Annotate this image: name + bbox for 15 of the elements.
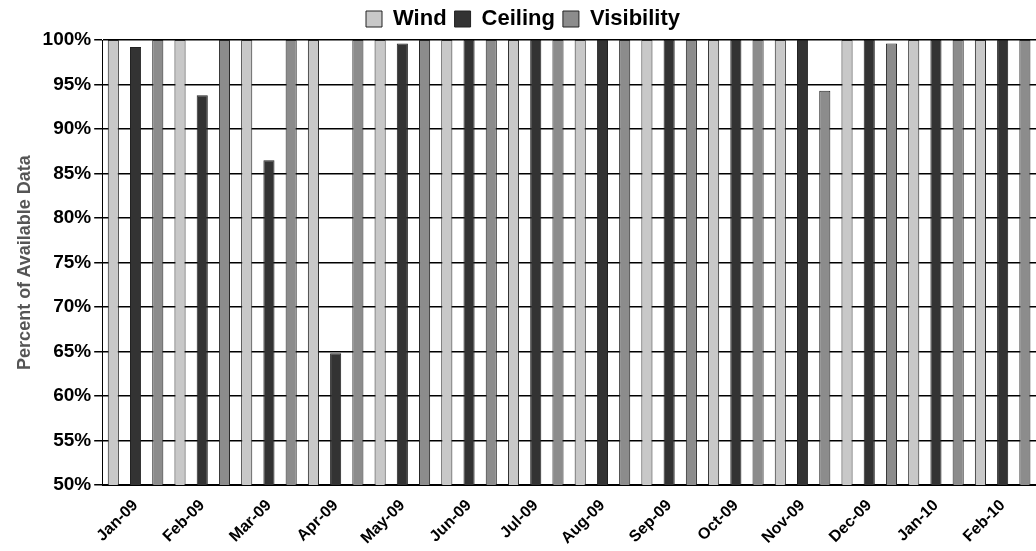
y-tick-label: 60% bbox=[53, 384, 92, 406]
y-tick-label: 65% bbox=[53, 339, 92, 361]
legend-label: Wind bbox=[393, 5, 447, 31]
y-axis-title: Percent of Available Data bbox=[13, 154, 34, 370]
legend-label: Visibility bbox=[589, 5, 681, 31]
y-tick-label: 85% bbox=[53, 161, 92, 183]
y-tick-label: 90% bbox=[53, 117, 92, 139]
y-tick-label: 70% bbox=[53, 295, 92, 317]
y-tick-label: 75% bbox=[53, 250, 92, 272]
y-tick-label: 80% bbox=[53, 206, 92, 228]
y-tick-label: 50% bbox=[53, 473, 92, 495]
legend-label: Ceiling bbox=[481, 5, 555, 31]
y-tick-label: 95% bbox=[53, 72, 92, 94]
y-tick-label: 55% bbox=[53, 428, 92, 450]
y-tick-label: 100% bbox=[42, 28, 92, 50]
